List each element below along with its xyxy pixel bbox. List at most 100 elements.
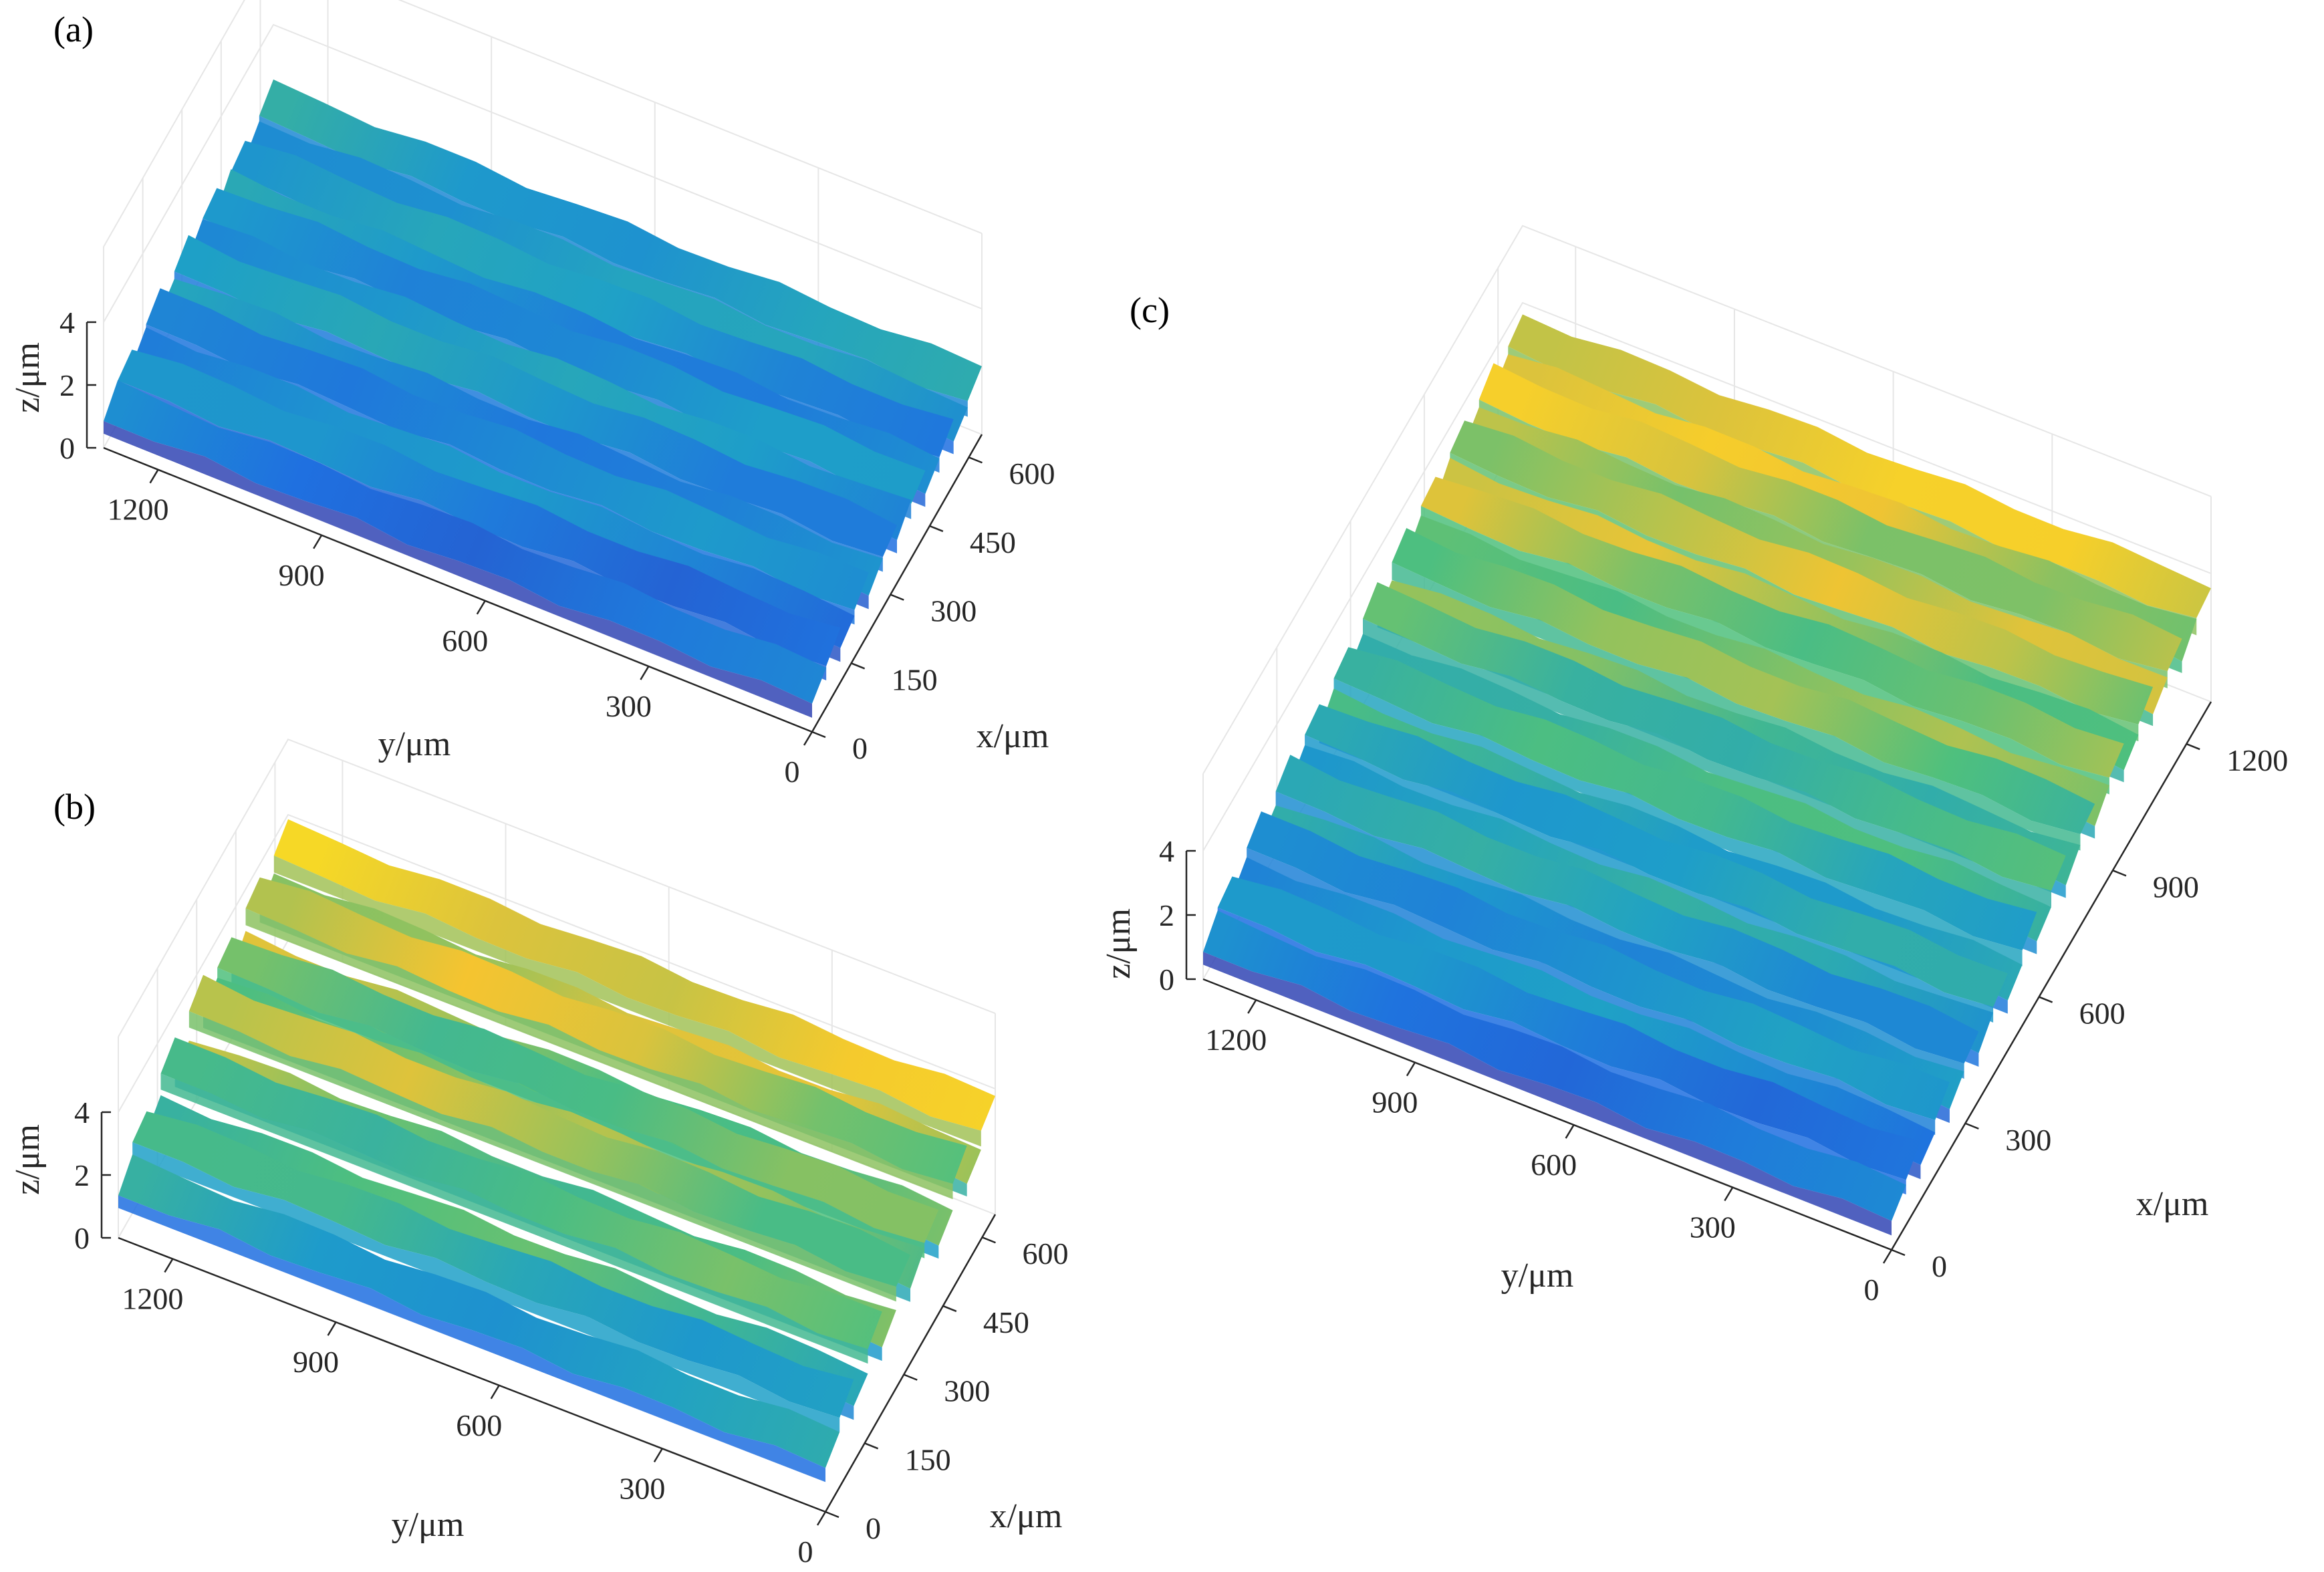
y-axis-line xyxy=(1202,978,1892,1251)
x-axis-label-a: x/μm xyxy=(977,717,1049,755)
surface-strip xyxy=(118,1154,840,1468)
x-tick-mark xyxy=(929,525,944,533)
z-tick-label: 2 xyxy=(1159,898,1174,932)
x-tick-label: 1200 xyxy=(2226,743,2288,777)
x-tick-mark xyxy=(2112,870,2127,877)
y-tick-label: 600 xyxy=(1531,1148,1577,1182)
surface-strip xyxy=(231,140,954,457)
surface-groove xyxy=(188,1011,896,1302)
x-tick-mark xyxy=(890,594,904,601)
surface-strip xyxy=(188,974,910,1287)
x-tick-label: 900 xyxy=(2153,870,2199,904)
z-tick-label: 4 xyxy=(74,1095,90,1130)
y-tick-mark xyxy=(640,666,650,680)
x-tick-label: 150 xyxy=(905,1442,951,1476)
x-tick-mark xyxy=(968,456,983,464)
x-tick-mark xyxy=(1964,1122,1979,1130)
grid-wall-line xyxy=(1202,225,2212,775)
x-tick-mark xyxy=(864,1442,879,1450)
y-tick-label: 0 xyxy=(785,755,800,789)
y-tick-label: 1200 xyxy=(108,493,169,527)
y-tick-label: 900 xyxy=(1372,1085,1418,1120)
surface-strip xyxy=(259,79,982,401)
x-tick-label: 450 xyxy=(983,1305,1029,1339)
x-tick-label: 0 xyxy=(852,731,868,765)
grid-wall-line xyxy=(118,738,996,1037)
y-tick-mark xyxy=(1406,1061,1416,1077)
surface-groove xyxy=(1203,952,1892,1236)
surface-strip xyxy=(1392,527,2095,835)
surface-groove xyxy=(1333,678,2023,966)
y-tick-mark xyxy=(476,600,486,615)
surface-groove xyxy=(104,420,812,718)
y-tick-mark xyxy=(313,535,323,549)
y-tick-mark xyxy=(816,1511,827,1526)
x-tick-mark xyxy=(811,731,826,739)
x-tick-label: 0 xyxy=(866,1511,881,1545)
y-tick-mark xyxy=(803,731,813,746)
x-tick-label: 450 xyxy=(970,525,1016,559)
z-axis-label-b: z/μm xyxy=(9,1124,47,1195)
z-tick-label: 4 xyxy=(59,305,75,340)
x-tick-mark xyxy=(903,1373,918,1381)
surface-strip xyxy=(1363,581,2066,891)
z-tick-label: 0 xyxy=(59,431,75,465)
y-tick-label: 600 xyxy=(456,1408,502,1442)
y-tick-mark xyxy=(164,1258,174,1273)
surface-groove xyxy=(132,1142,840,1432)
y-tick-label: 900 xyxy=(279,558,325,592)
z-tick-label: 0 xyxy=(1159,962,1174,997)
y-axis-line xyxy=(118,1236,826,1513)
y-tick-mark xyxy=(490,1385,500,1400)
y-tick-label: 300 xyxy=(1690,1210,1736,1244)
x-tick-label: 300 xyxy=(944,1374,990,1408)
panel-label-a: (a) xyxy=(53,9,94,49)
y-tick-label: 0 xyxy=(798,1535,813,1569)
surface-strip xyxy=(174,235,897,557)
surface-strip xyxy=(1305,704,2008,1007)
x-tick-mark xyxy=(1891,1249,1906,1257)
surface-strip xyxy=(1203,910,1906,1221)
surface-groove xyxy=(1392,562,2081,851)
x-tick-label: 0 xyxy=(1932,1249,1947,1283)
x-tick-mark xyxy=(2186,743,2200,751)
surface-strip xyxy=(1333,647,2037,951)
y-tick-mark xyxy=(327,1321,337,1336)
surface-strip xyxy=(273,819,995,1131)
surface-strip xyxy=(146,288,869,610)
x-axis-line xyxy=(824,1214,997,1513)
surface-strip xyxy=(245,877,967,1184)
y-tick-label: 0 xyxy=(1864,1273,1880,1307)
z-tick-label: 2 xyxy=(74,1158,90,1192)
x-axis-line xyxy=(1890,701,2212,1251)
y-tick-label: 900 xyxy=(293,1345,339,1379)
surface-strip xyxy=(1450,420,2154,725)
surface-groove xyxy=(245,908,953,1200)
y-tick-label: 1200 xyxy=(122,1282,183,1316)
surface-strip xyxy=(1420,477,2124,778)
y-tick-mark xyxy=(1565,1124,1575,1139)
y-axis-label-b: y/μm xyxy=(392,1506,465,1544)
z-tick-label: 2 xyxy=(59,368,75,402)
y-axis-label-a: y/μm xyxy=(378,725,451,763)
surface-strip xyxy=(203,188,926,504)
y-tick-mark xyxy=(149,469,159,484)
surface-plot-c: (c) 0 300 600 900 1200 0 300 600 900 1200 0 2 4 y/μm… xyxy=(1100,225,2288,1307)
panel-label-c: (c) xyxy=(1130,290,1170,330)
surface-strip xyxy=(217,937,939,1243)
surface-strip xyxy=(118,350,841,666)
surface-strip xyxy=(1217,876,1921,1180)
y-tick-label: 1200 xyxy=(1205,1023,1267,1057)
y-tick-mark xyxy=(1724,1186,1734,1202)
surface-strip xyxy=(132,1111,854,1418)
x-tick-label: 600 xyxy=(1022,1236,1068,1271)
surface-strip xyxy=(1478,363,2182,672)
x-tick-label: 600 xyxy=(1009,456,1055,491)
surface-groove xyxy=(118,1195,825,1482)
surface-strip xyxy=(1247,811,1950,1120)
panel-label-b: (b) xyxy=(53,787,96,827)
grid-wall-line xyxy=(118,813,996,1113)
x-tick-mark xyxy=(2039,996,2053,1003)
y-axis-label-c: y/μm xyxy=(1501,1257,1574,1295)
